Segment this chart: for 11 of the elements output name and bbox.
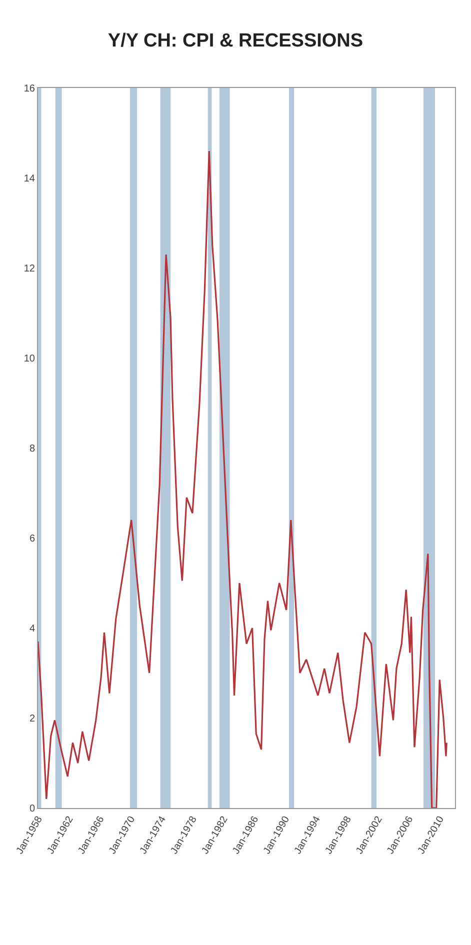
y-tick-label: 12 xyxy=(24,264,36,274)
y-tick-label: 2 xyxy=(29,714,36,724)
y-tick-label: 8 xyxy=(29,444,36,454)
y-tick-label: 6 xyxy=(29,534,36,544)
chart-title: Y/Y CH: CPI & RECESSIONS xyxy=(108,30,364,52)
y-tick-label: 14 xyxy=(24,174,36,184)
line-series xyxy=(38,150,448,808)
y-tick-label: 0 xyxy=(29,804,36,814)
y-tick-label: 4 xyxy=(29,624,36,634)
y-tick-label: 10 xyxy=(24,354,36,364)
y-tick-label: 16 xyxy=(24,84,36,94)
